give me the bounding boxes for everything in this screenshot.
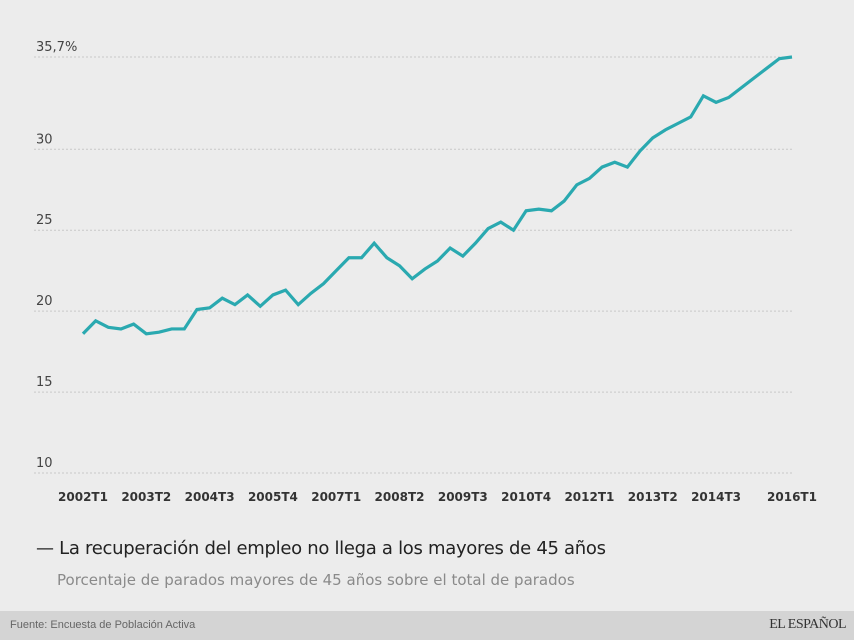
x-tick-label: 2007T1 bbox=[311, 490, 361, 504]
source-note: Fuente: Encuesta de Población Activa bbox=[10, 619, 196, 631]
y-tick-label: 25 bbox=[36, 213, 53, 228]
x-tick-label: 2012T1 bbox=[564, 490, 614, 504]
y-axis: 35,7% 30 25 20 15 10 bbox=[36, 40, 77, 471]
x-tick-label: 2014T3 bbox=[691, 490, 741, 504]
x-tick-label: 2004T3 bbox=[185, 490, 235, 504]
brand-logo: EL ESPAÑOL bbox=[769, 617, 846, 632]
legend-dash: — bbox=[36, 538, 54, 559]
x-tick-label: 2009T3 bbox=[438, 490, 488, 504]
footer-bar: Fuente: Encuesta de Población Activa EL … bbox=[0, 611, 854, 640]
y-tick-label: 15 bbox=[36, 375, 53, 390]
series-line bbox=[81, 55, 793, 336]
y-tick-label: 35,7% bbox=[36, 40, 77, 55]
y-tick-label: 30 bbox=[36, 132, 53, 147]
grid-lines bbox=[34, 56, 792, 474]
chart-title-text: La recuperación del empleo no llega a lo… bbox=[59, 538, 606, 559]
y-tick-label: 20 bbox=[36, 294, 53, 309]
x-axis: 2002T1 2003T2 2004T3 2005T4 2007T1 2008T2 2009… bbox=[58, 490, 817, 504]
x-tick-label: 2002T1 bbox=[58, 490, 108, 504]
x-tick-label: 2008T2 bbox=[375, 490, 425, 504]
y-tick-label: 10 bbox=[36, 456, 53, 471]
x-tick-label: 2005T4 bbox=[248, 490, 298, 504]
x-tick-label: 2003T2 bbox=[121, 490, 171, 504]
line-chart: 35,7% 30 25 20 15 10 2002T1 2003T2 2004T3 2005T4… bbox=[34, 40, 817, 504]
x-tick-label: 2016T1 bbox=[767, 490, 817, 504]
x-tick-label: 2010T4 bbox=[501, 490, 551, 504]
x-tick-label: 2013T2 bbox=[628, 490, 678, 504]
chart-subtitle: Porcentaje de parados mayores de 45 años… bbox=[57, 571, 575, 589]
chart-title: — La recuperación del empleo no llega a … bbox=[36, 538, 606, 559]
